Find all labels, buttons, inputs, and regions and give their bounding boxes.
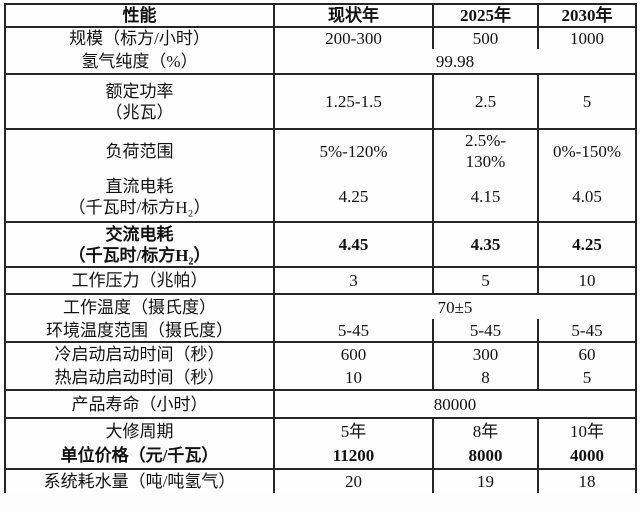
spec-value-cell-merged: 99.98 xyxy=(273,49,637,75)
spec-value-cell: 4.15 xyxy=(432,172,538,223)
spec-value-cell: 4.35 xyxy=(432,222,538,268)
table-row-unit-price: 单位价格（元/千瓦） 11200 8000 4000 xyxy=(4,443,637,470)
spec-value-cell: 8 xyxy=(432,366,538,391)
spec-value-cell: 5 xyxy=(537,366,637,391)
spec-label-cell: 工作温度（摄氏度） xyxy=(4,294,274,319)
page: 性能 现状年 2025年 2030年 规模（标方/小时） 200-300 500… xyxy=(0,3,640,512)
table-row-rated-power: 额定功率 （兆瓦） 1.25-1.5 2.5 5 xyxy=(4,74,637,130)
table-header-row: 性能 现状年 2025年 2030年 xyxy=(4,4,637,28)
header-cell-performance: 性能 xyxy=(4,4,274,28)
spec-value-cell: 4.25 xyxy=(273,172,433,223)
spec-value-cell: 10 xyxy=(273,366,433,391)
table-row-water-consumption: 系统耗水量（吨/吨氢气） 20 19 18 xyxy=(4,469,637,493)
spec-label-cell: 交流电耗 （千瓦时/标方H₂） xyxy=(4,222,274,268)
spec-value-cell: 5-45 xyxy=(273,319,433,343)
spec-value-cell-merged: 80000 xyxy=(273,390,637,419)
spec-label-cell: 工作压力（兆帕） xyxy=(4,267,274,295)
spec-value-cell: 5 xyxy=(432,267,538,295)
spec-value-cell: 2.5 xyxy=(432,74,538,130)
table-row-overhaul-cycle: 大修周期 5年 8年 10年 xyxy=(4,418,637,443)
spec-value-cell: 19 xyxy=(432,469,538,493)
spec-value-cell: 60 xyxy=(537,342,637,366)
spec-value-cell: 18 xyxy=(537,469,637,493)
spec-value-cell: 4.05 xyxy=(537,172,637,223)
spec-value-cell: 10年 xyxy=(537,418,637,443)
spec-value-cell: 5-45 xyxy=(432,319,538,343)
spec-label-cell: 负荷范围 xyxy=(4,129,274,172)
spec-value-cell: 8年 xyxy=(432,418,538,443)
spec-label-cell: 直流电耗 （千瓦时/标方H₂） xyxy=(4,172,274,223)
spec-value-cell: 5-45 xyxy=(537,319,637,343)
spec-value-cell: 8000 xyxy=(432,443,538,470)
table-row-dc-consumption: 直流电耗 （千瓦时/标方H₂） 4.25 4.15 4.05 xyxy=(4,172,637,223)
header-cell-2025: 2025年 xyxy=(432,4,538,28)
table-row-ambient-temperature: 环境温度范围（摄氏度） 5-45 5-45 5-45 xyxy=(4,319,637,343)
spec-value-cell: 300 xyxy=(432,342,538,366)
spec-value-cell: 4000 xyxy=(537,443,637,470)
spec-label-cell: 单位价格（元/千瓦） xyxy=(4,443,274,470)
table-row-cold-start: 冷启动启动时间（秒） 600 300 60 xyxy=(4,342,637,366)
table-row-scale: 规模（标方/小时） 200-300 500 1000 xyxy=(4,27,637,49)
spec-value-cell: 600 xyxy=(273,342,433,366)
table-row-hot-start: 热启动启动时间（秒） 10 8 5 xyxy=(4,366,637,391)
spec-label-cell: 冷启动启动时间（秒） xyxy=(4,342,274,366)
table-row-load-range: 负荷范围 5%-120% 2.5%- 130% 0%-150% xyxy=(4,129,637,172)
spec-value-cell: 11200 xyxy=(273,443,433,470)
spec-value-cell: 5年 xyxy=(273,418,433,443)
spec-value-cell: 20 xyxy=(273,469,433,493)
spec-label-cell: 氢气纯度（%） xyxy=(4,49,274,75)
spec-value-cell: 1000 xyxy=(537,27,637,49)
spec-label-cell: 系统耗水量（吨/吨氢气） xyxy=(4,469,274,493)
spec-value-cell: 4.25 xyxy=(537,222,637,268)
spec-label-cell: 热启动启动时间（秒） xyxy=(4,366,274,391)
spec-value-cell: 5 xyxy=(537,74,637,130)
header-cell-current-year: 现状年 xyxy=(273,4,433,28)
spec-value-cell: 1.25-1.5 xyxy=(273,74,433,130)
performance-table: 性能 现状年 2025年 2030年 规模（标方/小时） 200-300 500… xyxy=(4,3,637,493)
spec-value-cell-merged: 70±5 xyxy=(273,294,637,319)
spec-value-cell: 0%-150% xyxy=(537,129,637,172)
spec-value-cell: 2.5%- 130% xyxy=(432,129,538,172)
spec-value-cell: 3 xyxy=(273,267,433,295)
spec-label-cell: 产品寿命（小时） xyxy=(4,390,274,419)
spec-label-cell: 额定功率 （兆瓦） xyxy=(4,74,274,130)
header-cell-2030: 2030年 xyxy=(537,4,637,28)
spec-label-cell: 环境温度范围（摄氏度） xyxy=(4,319,274,343)
spec-label-cell: 大修周期 xyxy=(4,418,274,443)
spec-value-cell: 10 xyxy=(537,267,637,295)
spec-value-cell: 4.45 xyxy=(273,222,433,268)
table-row-working-temperature: 工作温度（摄氏度） 70±5 xyxy=(4,294,637,319)
table-row-product-life: 产品寿命（小时） 80000 xyxy=(4,390,637,419)
table-row-working-pressure: 工作压力（兆帕） 3 5 10 xyxy=(4,267,637,295)
table-row-purity: 氢气纯度（%） 99.98 xyxy=(4,49,637,75)
spec-label-cell: 规模（标方/小时） xyxy=(4,27,274,49)
spec-value-cell: 5%-120% xyxy=(273,129,433,172)
table-row-ac-consumption: 交流电耗 （千瓦时/标方H₂） 4.45 4.35 4.25 xyxy=(4,222,637,268)
spec-value-cell: 200-300 xyxy=(273,27,433,49)
spec-value-cell: 500 xyxy=(432,27,538,49)
